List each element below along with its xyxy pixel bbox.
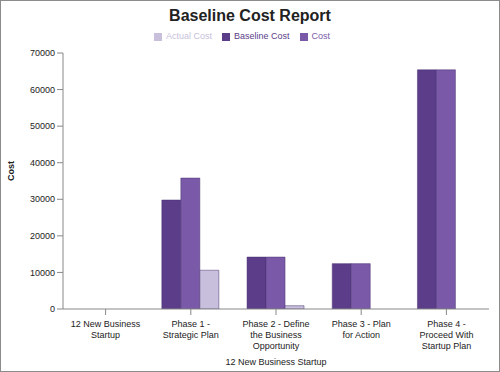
svg-text:Phase 1 -: Phase 1 -: [172, 319, 211, 329]
svg-text:Phase 3 - Plan: Phase 3 - Plan: [332, 319, 391, 329]
svg-text:Phase 2 - Define: Phase 2 - Define: [242, 319, 309, 329]
svg-text:40000: 40000: [30, 158, 55, 168]
svg-text:0: 0: [50, 304, 55, 314]
svg-text:the Business: the Business: [250, 330, 302, 340]
html-text:Baseline Cost Report: Baseline Cost Report: [169, 7, 331, 24]
html-text:Baseline Cost: Baseline Cost: [234, 31, 290, 41]
html-text:Actual Cost: Actual Cost: [166, 31, 212, 41]
svg-text:Phase 4 -: Phase 4 -: [427, 319, 466, 329]
svg-text:for Action: for Action: [342, 330, 380, 340]
svg-text:Startup: Startup: [91, 330, 120, 340]
svg-text:Strategic Plan: Strategic Plan: [163, 330, 219, 340]
svg-text:Startup Plan: Startup Plan: [422, 341, 472, 351]
svg-text:Cost: Cost: [8, 161, 16, 181]
svg-text:12 New Business: 12 New Business: [71, 319, 141, 329]
svg-text:12 New Business Startup: 12 New Business Startup: [225, 357, 326, 367]
svg-text:Opportunity: Opportunity: [253, 341, 300, 351]
html-text:Cost: Cost: [311, 31, 330, 41]
svg-text:10000: 10000: [30, 268, 55, 278]
svg-text:60000: 60000: [30, 85, 55, 95]
svg-text:50000: 50000: [30, 121, 55, 131]
svg-text:70000: 70000: [30, 48, 55, 58]
svg-text:30000: 30000: [30, 194, 55, 204]
svg-text:20000: 20000: [30, 231, 55, 241]
svg-text:Proceed With: Proceed With: [419, 330, 473, 340]
